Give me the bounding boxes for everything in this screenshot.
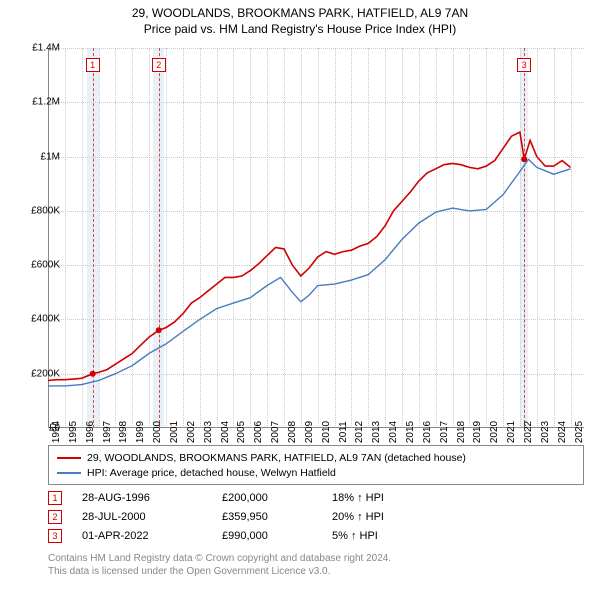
sale-dot — [90, 371, 96, 377]
x-tick-label: 2016 — [422, 421, 433, 443]
line-plot — [48, 48, 584, 428]
x-tick-label: 2009 — [304, 421, 315, 443]
legend-row-hpi: HPI: Average price, detached house, Welw… — [57, 465, 575, 480]
x-tick-label: 2025 — [574, 421, 585, 443]
event-num: 1 — [48, 491, 62, 505]
x-tick-label: 2005 — [236, 421, 247, 443]
x-tick-label: 2011 — [338, 421, 349, 443]
x-tick-label: 2019 — [472, 421, 483, 443]
sale-dot — [156, 327, 162, 333]
legend-row-property: 29, WOODLANDS, BROOKMANS PARK, HATFIELD,… — [57, 450, 575, 465]
x-tick-label: 2022 — [523, 421, 534, 443]
footer-line-2: This data is licensed under the Open Gov… — [48, 565, 391, 578]
event-row: 2 28-JUL-2000£359,95020% ↑ HPI — [48, 507, 584, 526]
x-tick-label: 1994 — [51, 421, 62, 443]
x-tick-label: 1997 — [102, 421, 113, 443]
y-tick-label: £600K — [16, 260, 60, 271]
y-tick-label: £1M — [16, 151, 60, 162]
y-tick-label: £200K — [16, 368, 60, 379]
x-tick-label: 2003 — [203, 421, 214, 443]
event-hpi: 5% ↑ HPI — [332, 530, 432, 542]
series-hpi — [48, 159, 571, 386]
x-tick-label: 2004 — [220, 421, 231, 443]
events-table: 1 28-AUG-1996£200,00018% ↑ HPI 2 28-JUL-200… — [48, 488, 584, 545]
event-date: 28-AUG-1996 — [82, 492, 222, 504]
event-price: £200,000 — [222, 492, 332, 504]
event-marker: 1 — [86, 58, 100, 72]
chart-container: 29, WOODLANDS, BROOKMANS PARK, HATFIELD,… — [0, 0, 600, 590]
y-tick-label: £1.4M — [16, 43, 60, 54]
x-tick-label: 2021 — [506, 421, 517, 443]
x-tick-label: 2012 — [354, 421, 365, 443]
footer-line-1: Contains HM Land Registry data © Crown c… — [48, 552, 391, 565]
x-tick-label: 2008 — [287, 421, 298, 443]
footer: Contains HM Land Registry data © Crown c… — [48, 552, 391, 578]
event-date: 28-JUL-2000 — [82, 511, 222, 523]
x-tick-label: 2013 — [371, 421, 382, 443]
sale-dot — [521, 156, 527, 162]
event-marker: 2 — [152, 58, 166, 72]
x-tick-label: 2000 — [152, 421, 163, 443]
title-line-2: Price paid vs. HM Land Registry's House … — [0, 22, 600, 38]
legend-label-property: 29, WOODLANDS, BROOKMANS PARK, HATFIELD,… — [87, 452, 466, 464]
legend: 29, WOODLANDS, BROOKMANS PARK, HATFIELD,… — [48, 445, 584, 485]
x-tick-label: 1998 — [118, 421, 129, 443]
y-tick-label: £800K — [16, 205, 60, 216]
x-tick-label: 2018 — [456, 421, 467, 443]
title-line-1: 29, WOODLANDS, BROOKMANS PARK, HATFIELD,… — [0, 6, 600, 22]
y-tick-label: £400K — [16, 314, 60, 325]
x-tick-label: 2002 — [186, 421, 197, 443]
legend-label-hpi: HPI: Average price, detached house, Welw… — [87, 467, 336, 479]
x-tick-label: 2001 — [169, 421, 180, 443]
x-tick-label: 2010 — [321, 421, 332, 443]
event-hpi: 18% ↑ HPI — [332, 492, 432, 504]
x-tick-label: 2007 — [270, 421, 281, 443]
event-num: 3 — [48, 529, 62, 543]
event-row: 1 28-AUG-1996£200,00018% ↑ HPI — [48, 488, 584, 507]
x-tick-label: 2006 — [253, 421, 264, 443]
x-tick-label: 2020 — [489, 421, 500, 443]
event-price: £359,950 — [222, 511, 332, 523]
legend-swatch-hpi — [57, 472, 81, 474]
x-tick-label: 2023 — [540, 421, 551, 443]
y-tick-label: £1.2M — [16, 97, 60, 108]
event-row: 3 01-APR-2022£990,0005% ↑ HPI — [48, 526, 584, 545]
x-tick-label: 1996 — [85, 421, 96, 443]
x-tick-label: 2017 — [439, 421, 450, 443]
legend-swatch-property — [57, 457, 81, 459]
event-hpi: 20% ↑ HPI — [332, 511, 432, 523]
x-tick-label: 2024 — [557, 421, 568, 443]
x-tick-label: 2015 — [405, 421, 416, 443]
title-block: 29, WOODLANDS, BROOKMANS PARK, HATFIELD,… — [0, 0, 600, 39]
event-num: 2 — [48, 510, 62, 524]
x-tick-label: 1999 — [135, 421, 146, 443]
event-marker: 3 — [517, 58, 531, 72]
x-tick-label: 2014 — [388, 421, 399, 443]
event-date: 01-APR-2022 — [82, 530, 222, 542]
x-tick-label: 1995 — [68, 421, 79, 443]
event-price: £990,000 — [222, 530, 332, 542]
series-property — [48, 132, 571, 380]
